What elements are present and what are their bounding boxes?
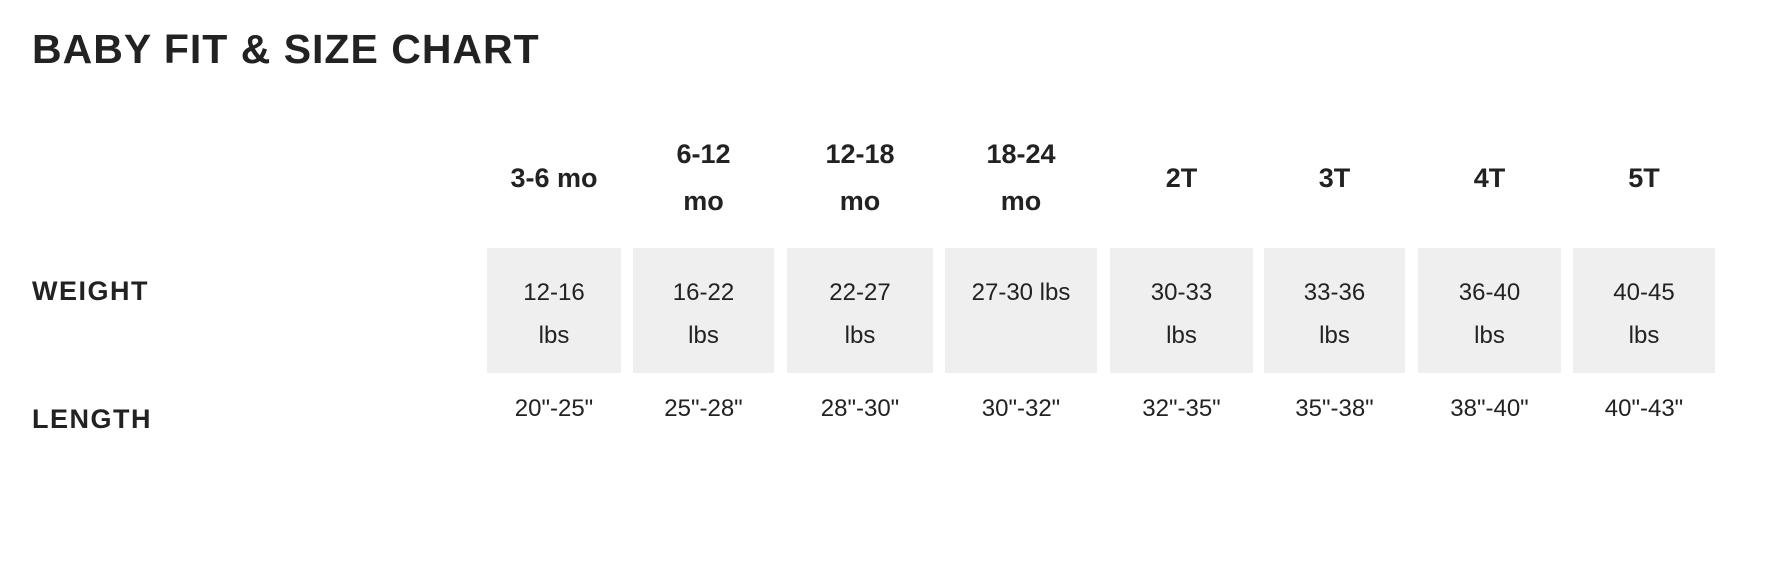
weight-cell: 27-30 lbs bbox=[945, 248, 1097, 373]
size-header: 18-24 mo bbox=[945, 128, 1097, 228]
size-header-label: 18-24 mo bbox=[986, 139, 1056, 216]
size-header-label: 4T bbox=[1473, 162, 1506, 193]
size-column: 6-12 mo 16-22 lbs 25"-28" bbox=[633, 0, 774, 588]
weight-cell: 12-16 lbs bbox=[487, 248, 621, 373]
length-cell: 20"-25" bbox=[514, 395, 594, 422]
length-cell: 28"-30" bbox=[820, 395, 900, 422]
length-cell: 30"-32" bbox=[981, 395, 1061, 422]
length-cell: 38"-40" bbox=[1450, 395, 1529, 422]
length-cell: 35"-38" bbox=[1295, 395, 1374, 422]
size-header: 4T bbox=[1418, 128, 1561, 228]
weight-value: 22-27 lbs bbox=[829, 279, 891, 349]
size-header: 3T bbox=[1264, 128, 1405, 228]
weight-value: 27-30 lbs bbox=[971, 279, 1071, 306]
size-column: 12-18 mo 22-27 lbs 28"-30" bbox=[787, 0, 933, 588]
weight-cell: 36-40 lbs bbox=[1418, 248, 1561, 373]
size-header-label: 5T bbox=[1628, 162, 1660, 193]
length-cell: 40"-43" bbox=[1604, 395, 1684, 422]
length-cell: 25"-28" bbox=[664, 395, 743, 422]
weight-cell: 33-36 lbs bbox=[1264, 248, 1405, 373]
weight-cell: 16-22 lbs bbox=[633, 248, 774, 373]
size-column: 2T 30-33 lbs 32"-35" bbox=[1110, 0, 1253, 588]
weight-value: 16-22 lbs bbox=[672, 279, 735, 349]
weight-value: 40-45 lbs bbox=[1613, 279, 1675, 349]
size-header-label: 3-6 mo bbox=[510, 162, 598, 193]
length-cell: 32"-35" bbox=[1142, 395, 1221, 422]
size-header-label: 6-12 mo bbox=[676, 139, 731, 216]
size-header: 5T bbox=[1573, 128, 1715, 228]
weight-cell: 30-33 lbs bbox=[1110, 248, 1253, 373]
weight-cell: 22-27 lbs bbox=[787, 248, 933, 373]
size-column: 3T 33-36 lbs 35"-38" bbox=[1264, 0, 1405, 588]
weight-value: 30-33 lbs bbox=[1150, 279, 1213, 349]
size-header: 6-12 mo bbox=[633, 128, 774, 228]
size-column: 5T 40-45 lbs 40"-43" bbox=[1573, 0, 1715, 588]
row-label-length: LENGTH bbox=[32, 404, 152, 434]
size-header-label: 3T bbox=[1318, 162, 1351, 193]
size-column: 18-24 mo 27-30 lbs 30"-32" bbox=[945, 0, 1097, 588]
row-label-weight: WEIGHT bbox=[32, 276, 149, 306]
size-header: 12-18 mo bbox=[787, 128, 933, 228]
weight-value: 33-36 lbs bbox=[1303, 279, 1366, 349]
size-column: 4T 36-40 lbs 38"-40" bbox=[1418, 0, 1561, 588]
size-header-label: 12-18 mo bbox=[825, 139, 895, 216]
size-column: 3-6 mo 12-16 lbs 20"-25" bbox=[487, 0, 621, 588]
size-header: 2T bbox=[1110, 128, 1253, 228]
page-title: BABY FIT & SIZE CHART bbox=[32, 26, 540, 72]
weight-value: 36-40 lbs bbox=[1458, 279, 1521, 349]
size-header: 3-6 mo bbox=[487, 128, 621, 228]
weight-cell: 40-45 lbs bbox=[1573, 248, 1715, 373]
size-header-label: 2T bbox=[1165, 162, 1198, 193]
weight-value: 12-16 lbs bbox=[523, 279, 585, 349]
